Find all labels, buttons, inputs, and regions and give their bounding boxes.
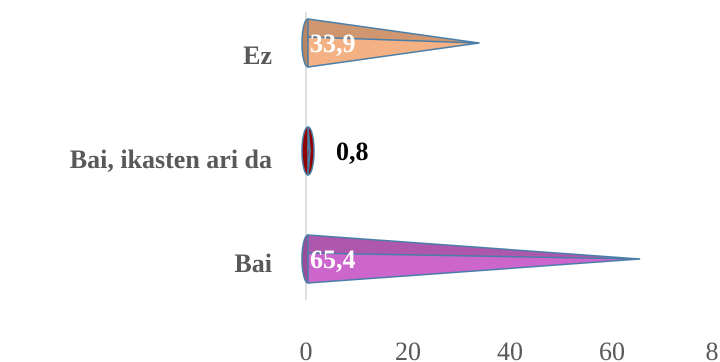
data-label-bai-ikasten: 0,8 bbox=[336, 137, 369, 166]
category-label-ez: Ez bbox=[243, 41, 272, 70]
bar-bai bbox=[301, 234, 641, 284]
bar-ez bbox=[301, 18, 480, 68]
x-tick-label-40: 40 bbox=[497, 337, 523, 362]
category-label-bai-ikasten: Bai, ikasten ari da bbox=[70, 145, 272, 174]
bar-lower-face-0 bbox=[307, 36, 480, 68]
category-label-bai: Bai bbox=[234, 249, 272, 278]
x-tick-label-0: 0 bbox=[300, 337, 313, 362]
bar-bai-ikasten bbox=[301, 126, 315, 176]
data-label-bai: 65,4 bbox=[310, 245, 356, 274]
data-label-ez: 33,9 bbox=[310, 29, 356, 58]
x-tick-label-60: 60 bbox=[599, 337, 625, 362]
x-tick-label-20: 20 bbox=[395, 337, 421, 362]
x-tick-label-80: 8 bbox=[706, 337, 719, 362]
bar-lower-face-2 bbox=[307, 252, 641, 284]
bar-lower-face-1 bbox=[307, 144, 311, 176]
